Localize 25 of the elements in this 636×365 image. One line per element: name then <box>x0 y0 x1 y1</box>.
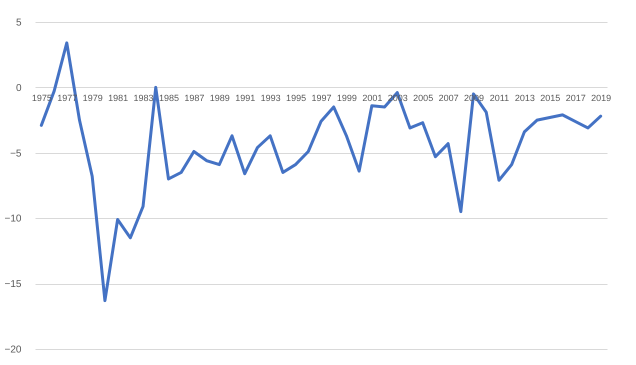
x-tick-label: 2015 <box>540 92 560 103</box>
x-tick-label: 1999 <box>336 92 357 103</box>
y-tick-label: 0 <box>16 82 22 94</box>
x-tick-label: 1983 <box>134 92 154 103</box>
y-tick-label: −20 <box>4 344 22 356</box>
x-tick-label: 1985 <box>158 92 179 103</box>
x-tick-label: 2017 <box>566 92 586 103</box>
x-tick-label: 1981 <box>108 92 128 103</box>
y-tick-label: −15 <box>4 279 22 290</box>
y-tick-label: −5 <box>10 148 22 160</box>
x-tick-label: 1997 <box>311 92 332 103</box>
x-tick-label: 2001 <box>362 92 382 103</box>
x-tick-label: 2007 <box>438 92 459 103</box>
x-tick-label: 2011 <box>490 92 510 103</box>
x-tick-label: 1989 <box>210 92 230 103</box>
x-tick-label: 1987 <box>184 92 204 103</box>
x-tick-label: 2005 <box>413 92 434 103</box>
y-tick-label: 5 <box>16 18 22 28</box>
x-tick-label: 1995 <box>286 92 306 103</box>
x-tick-label: 2013 <box>514 92 535 103</box>
x-tick-label: 1979 <box>82 92 103 103</box>
x-tick-label: 2019 <box>591 92 612 103</box>
y-tick-label: −10 <box>4 214 22 225</box>
x-tick-label: 1993 <box>260 92 281 103</box>
x-tick-label: 1991 <box>235 92 256 103</box>
